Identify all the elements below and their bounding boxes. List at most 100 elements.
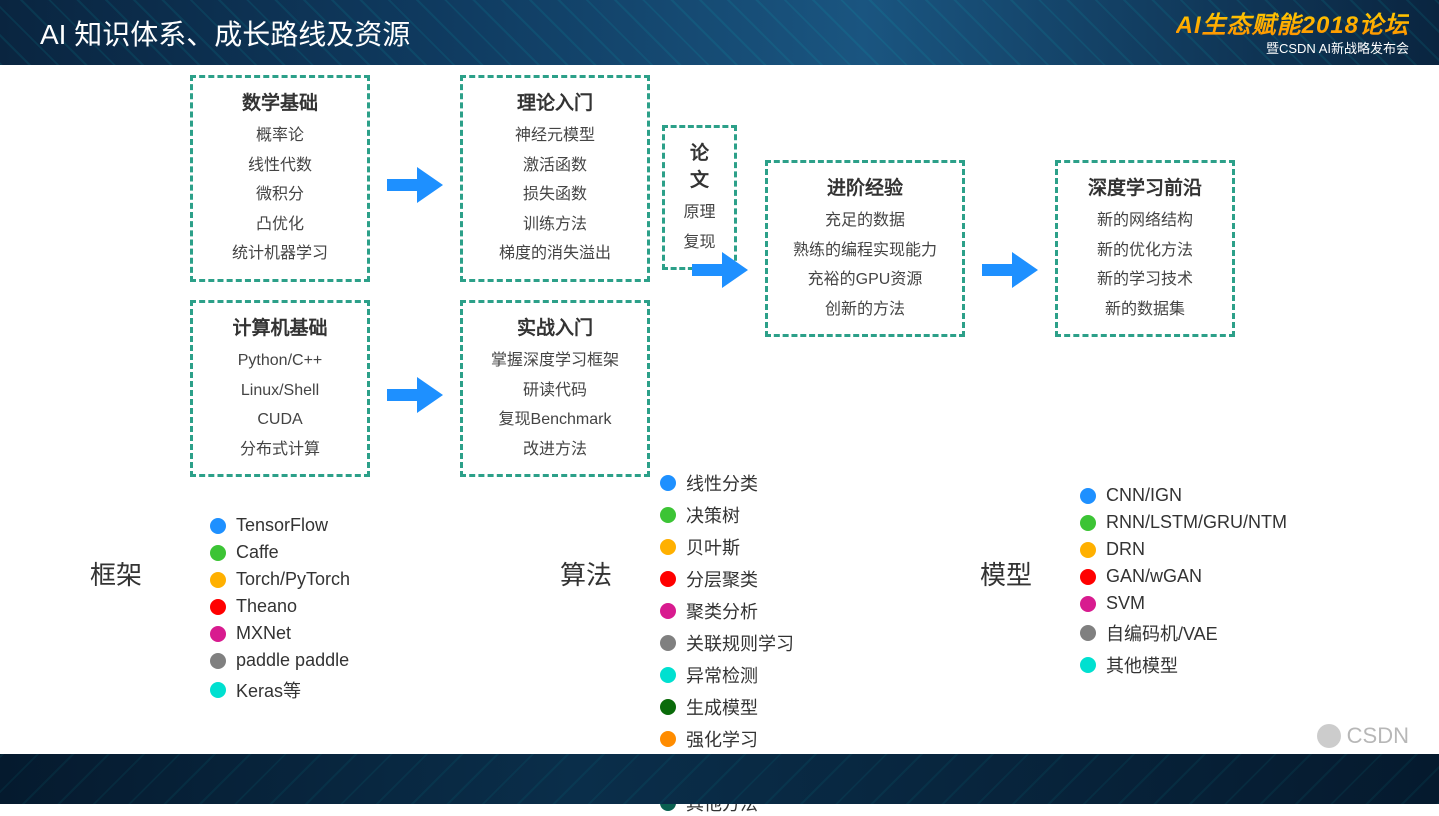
legend-title-algorithm: 算法 [560, 555, 612, 592]
legend-dot-icon [210, 545, 226, 561]
page-title: AI 知识体系、成长路线及资源 [40, 13, 410, 53]
box-item: 新的网络结构 [1076, 206, 1214, 236]
legend-dot-icon [660, 603, 676, 619]
footer-bar [0, 754, 1439, 804]
box-item: CUDA [211, 405, 349, 435]
box-item: Python/C++ [211, 346, 349, 376]
legend-label: 异常检测 [686, 662, 758, 688]
legend-dot-icon [660, 507, 676, 523]
legend-label: Caffe [236, 542, 279, 563]
legend-label: 强化学习 [686, 726, 758, 752]
box-item: 充裕的GPU资源 [786, 265, 944, 295]
legend-dot-icon [1080, 657, 1096, 673]
box-item: 微积分 [211, 180, 349, 210]
legend-item: TensorFlow [210, 515, 350, 536]
legend-dot-icon [1080, 542, 1096, 558]
arrow-icon [385, 375, 445, 415]
legend-item: DRN [1080, 539, 1287, 560]
box-item: 损失函数 [481, 180, 629, 210]
legend-item: 强化学习 [660, 726, 794, 752]
legend-label: 线性分类 [686, 470, 758, 496]
legend-label: 其他模型 [1106, 652, 1178, 678]
box-theory: 理论入门神经元模型激活函数损失函数训练方法梯度的消失溢出 [460, 75, 650, 282]
arrow-icon [690, 250, 750, 290]
box-cs: 计算机基础Python/C++Linux/ShellCUDA分布式计算 [190, 300, 370, 477]
legend-item: MXNet [210, 623, 350, 644]
legend-label: MXNet [236, 623, 291, 644]
legend-item: GAN/wGAN [1080, 566, 1287, 587]
legend-item: Caffe [210, 542, 350, 563]
box-paper: 论文原理复现 [662, 125, 737, 270]
legend-dot-icon [1080, 625, 1096, 641]
box-item: 新的学习技术 [1076, 265, 1214, 295]
legend-label: paddle paddle [236, 650, 349, 671]
box-item: 统计机器学习 [211, 239, 349, 269]
legend-title-model: 模型 [980, 555, 1032, 592]
legend-dot-icon [660, 539, 676, 555]
legend-list-framework: TensorFlow Caffe Torch/PyTorch Theano MXNet p… [210, 515, 350, 703]
legend-item: Torch/PyTorch [210, 569, 350, 590]
legend-dot-icon [1080, 569, 1096, 585]
box-item: 训练方法 [481, 210, 629, 240]
legend-item: paddle paddle [210, 650, 350, 671]
box-item: 激活函数 [481, 151, 629, 181]
logo-main: AI生态赋能2018论坛 [1176, 5, 1409, 40]
box-item: 掌握深度学习框架 [481, 346, 629, 376]
box-item: 分布式计算 [211, 435, 349, 465]
box-advance: 进阶经验充足的数据熟练的编程实现能力充裕的GPU资源创新的方法 [765, 160, 965, 337]
legend-dot-icon [660, 635, 676, 651]
legend-dot-icon [1080, 596, 1096, 612]
box-item: 充足的数据 [786, 206, 944, 236]
box-item: 神经元模型 [481, 121, 629, 151]
legend-label: Torch/PyTorch [236, 569, 350, 590]
legend-item: 线性分类 [660, 470, 794, 496]
header-bar: AI 知识体系、成长路线及资源 AI生态赋能2018论坛 暨CSDN AI新战略… [0, 0, 1439, 65]
legend-item: 自编码机/VAE [1080, 620, 1287, 646]
legend-label: DRN [1106, 539, 1145, 560]
box-item: 改进方法 [481, 435, 629, 465]
legend-label: Theano [236, 596, 297, 617]
box-item: 概率论 [211, 121, 349, 151]
legend-title-framework: 框架 [90, 555, 142, 592]
legend-label: 分层聚类 [686, 566, 758, 592]
legend-label: RNN/LSTM/GRU/NTM [1106, 512, 1287, 533]
box-item: 梯度的消失溢出 [481, 239, 629, 269]
arrow-icon [980, 250, 1040, 290]
box-item: 研读代码 [481, 376, 629, 406]
legend-dot-icon [210, 626, 226, 642]
box-heading: 计算机基础 [211, 313, 349, 340]
box-item: 复现Benchmark [481, 405, 629, 435]
legend-label: 生成模型 [686, 694, 758, 720]
legend-label: 贝叶斯 [686, 534, 740, 560]
legend-item: CNN/IGN [1080, 485, 1287, 506]
box-item: 原理 [683, 198, 716, 228]
legend-label: SVM [1106, 593, 1145, 614]
legend-item: 聚类分析 [660, 598, 794, 624]
legend-dot-icon [1080, 488, 1096, 504]
box-item: 熟练的编程实现能力 [786, 236, 944, 266]
legend-dot-icon [210, 682, 226, 698]
legend-item: 异常检测 [660, 662, 794, 688]
logo-sub: 暨CSDN AI新战略发布会 [1176, 38, 1409, 57]
box-item: 创新的方法 [786, 295, 944, 325]
legend-item: 生成模型 [660, 694, 794, 720]
legend-label: GAN/wGAN [1106, 566, 1202, 587]
legend-item: Keras等 [210, 677, 350, 703]
legend-item: SVM [1080, 593, 1287, 614]
box-heading: 数学基础 [211, 88, 349, 115]
legend-dot-icon [210, 518, 226, 534]
box-math: 数学基础概率论线性代数微积分凸优化统计机器学习 [190, 75, 370, 282]
box-item: 新的数据集 [1076, 295, 1214, 325]
legend-label: 关联规则学习 [686, 630, 794, 656]
legend-item: RNN/LSTM/GRU/NTM [1080, 512, 1287, 533]
box-practice: 实战入门掌握深度学习框架研读代码复现Benchmark改进方法 [460, 300, 650, 477]
legend-label: 自编码机/VAE [1106, 620, 1218, 646]
arrow-icon [385, 165, 445, 205]
legend-label: TensorFlow [236, 515, 328, 536]
legend-dot-icon [1080, 515, 1096, 531]
legend-dot-icon [660, 731, 676, 747]
legend-dot-icon [660, 571, 676, 587]
legend-dot-icon [660, 699, 676, 715]
legend-item: 关联规则学习 [660, 630, 794, 656]
legend-item: Theano [210, 596, 350, 617]
